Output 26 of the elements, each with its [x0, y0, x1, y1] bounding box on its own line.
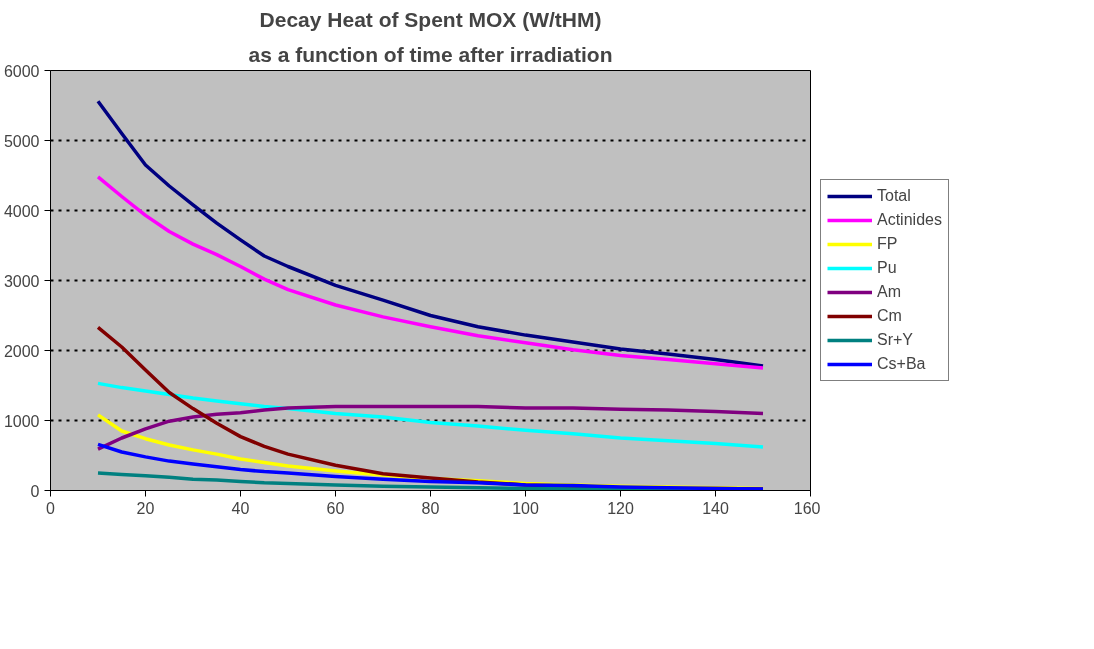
y-tick-label: 4000: [3, 202, 40, 220]
x-tick-label: 0: [46, 499, 56, 517]
chart-title: Decay Heat of Spent MOX (W/tHM): [259, 7, 602, 31]
legend-label: Cs+Ba: [877, 355, 926, 373]
x-tick-label: 80: [421, 499, 440, 517]
legend-label: Am: [877, 283, 901, 301]
x-tick-label: 120: [607, 499, 634, 517]
chart-subtitle: as a function of time after irradiation: [248, 42, 613, 66]
y-tick-label: 1000: [3, 412, 40, 430]
legend-label: Cm: [877, 307, 902, 325]
legend-label: Total: [877, 187, 911, 205]
legend-label: Actinides: [877, 211, 942, 229]
legend-label: FP: [877, 235, 898, 253]
x-tick-label: 60: [326, 499, 345, 517]
x-tick-label: 140: [702, 499, 729, 517]
y-tick-label: 6000: [3, 62, 40, 80]
legend-label: Pu: [877, 259, 897, 277]
y-tick-label: 3000: [3, 272, 40, 290]
y-tick-label: 0: [30, 482, 40, 500]
x-tick-label: 20: [136, 499, 155, 517]
legend-label: Sr+Y: [877, 331, 914, 349]
x-tick-label: 100: [512, 499, 539, 517]
y-tick-label: 2000: [3, 342, 40, 360]
y-tick-label: 5000: [3, 132, 40, 150]
x-tick-label: 40: [231, 499, 250, 517]
x-tick-label: 160: [793, 499, 821, 517]
